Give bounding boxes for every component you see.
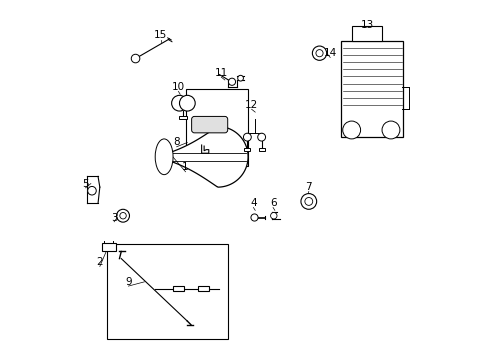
Bar	[173, 287, 183, 292]
Text: 2: 2	[96, 257, 103, 267]
Text: 14: 14	[323, 48, 336, 58]
Text: 6: 6	[269, 198, 276, 208]
Text: 8: 8	[173, 138, 180, 148]
Text: 10: 10	[171, 82, 184, 92]
Circle shape	[270, 212, 276, 219]
Text: 12: 12	[244, 100, 258, 110]
Circle shape	[304, 198, 312, 205]
Bar	[102, 243, 116, 251]
Bar	[351, 26, 381, 41]
Text: 1: 1	[182, 162, 188, 172]
Text: 5: 5	[82, 179, 89, 189]
Circle shape	[228, 78, 235, 85]
Bar	[258, 148, 264, 151]
Circle shape	[381, 121, 399, 139]
Text: 11: 11	[214, 68, 227, 78]
Bar	[340, 41, 403, 137]
Bar	[198, 287, 208, 292]
Text: 3: 3	[111, 212, 117, 222]
Circle shape	[243, 133, 251, 141]
Circle shape	[120, 212, 126, 219]
Text: 7: 7	[305, 182, 311, 192]
Circle shape	[87, 186, 96, 195]
Text: 9: 9	[125, 277, 131, 287]
Bar	[179, 116, 187, 119]
Circle shape	[250, 214, 258, 221]
Circle shape	[300, 194, 316, 209]
Circle shape	[179, 95, 195, 111]
Text: 4: 4	[249, 198, 256, 208]
Circle shape	[342, 121, 360, 139]
Ellipse shape	[155, 139, 173, 175]
Circle shape	[237, 75, 243, 81]
Bar	[244, 148, 250, 151]
Bar	[107, 244, 228, 339]
Circle shape	[131, 54, 140, 63]
Circle shape	[257, 133, 265, 141]
Bar	[185, 89, 247, 166]
Circle shape	[312, 46, 326, 60]
Circle shape	[171, 95, 187, 111]
PathPatch shape	[157, 126, 247, 187]
Text: 15: 15	[154, 30, 167, 40]
Text: 13: 13	[360, 19, 374, 30]
Circle shape	[116, 209, 129, 222]
FancyBboxPatch shape	[191, 116, 227, 133]
Circle shape	[315, 50, 323, 57]
